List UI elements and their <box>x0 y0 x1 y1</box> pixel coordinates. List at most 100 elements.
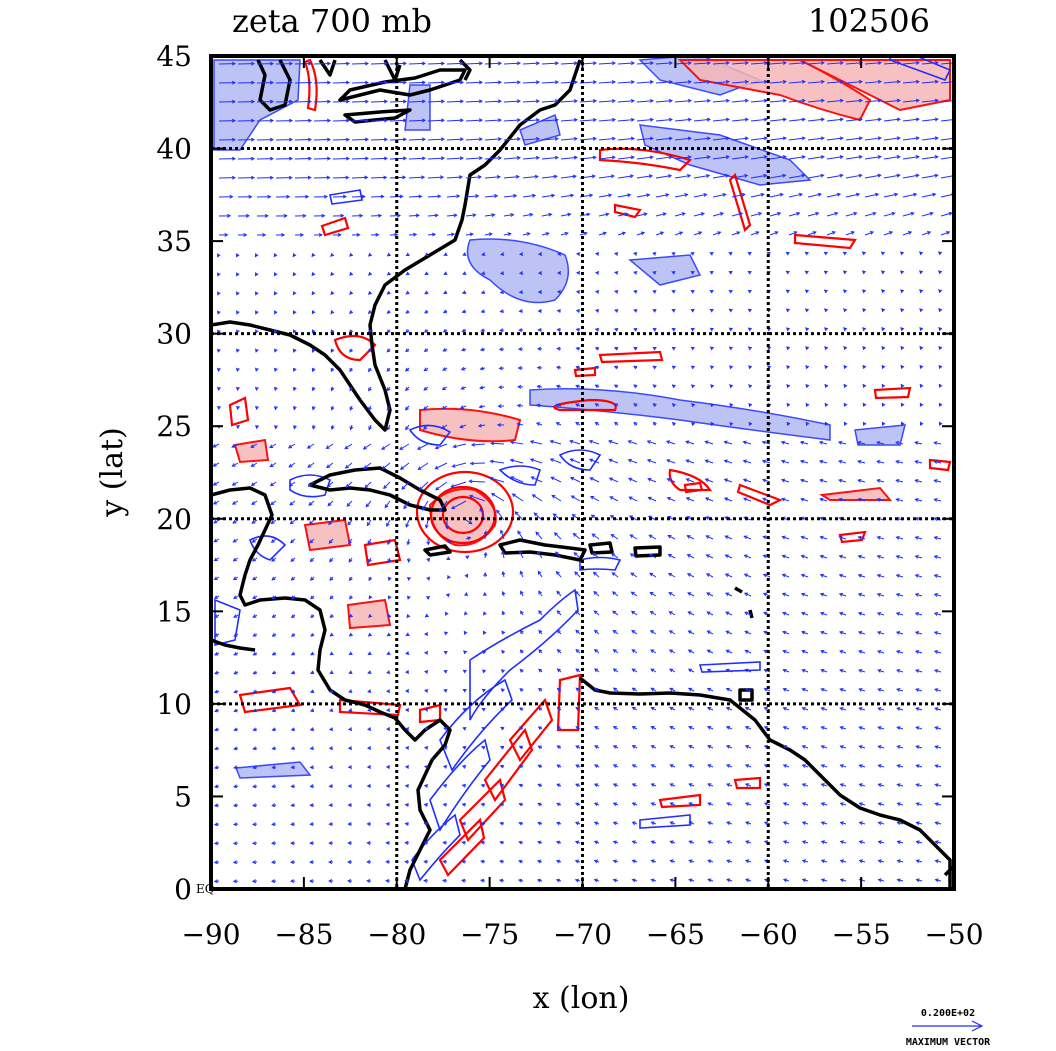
wind-vector <box>668 554 676 559</box>
wind-vector-head <box>782 821 788 825</box>
wind-vector-head <box>381 446 386 450</box>
wind-vector-head <box>571 514 576 518</box>
wind-vector-head <box>326 156 332 161</box>
wind-vector-head <box>323 194 329 199</box>
wind-vector-head <box>289 879 295 884</box>
wind-vector-head <box>919 289 924 294</box>
wind-vector-head <box>668 98 673 103</box>
wind-vector-head <box>742 459 747 464</box>
wind-vector <box>915 631 923 635</box>
wind-vector-head <box>669 859 674 864</box>
wind-vector <box>346 481 353 488</box>
wind-vector <box>921 137 938 141</box>
wind-vector-head <box>289 520 294 525</box>
wind-vector-head <box>575 764 580 768</box>
wind-vector-head <box>934 136 939 141</box>
wind-vector-head <box>346 502 351 507</box>
wind-vector-head <box>650 745 655 749</box>
wind-vector <box>465 195 479 198</box>
wind-vector-head <box>820 649 825 654</box>
wind-vector-head <box>497 61 503 66</box>
wind-vector <box>769 193 783 198</box>
wind-vector-head <box>668 155 673 160</box>
wind-vector-head <box>255 272 259 277</box>
wind-vector-head <box>914 441 919 445</box>
wind-vector-head <box>252 576 257 581</box>
wind-vector-head <box>423 406 428 411</box>
wind-vector-head <box>367 632 372 637</box>
wind-vector <box>560 62 578 65</box>
wind-vector-head <box>780 459 786 464</box>
wind-vector-head <box>406 614 411 619</box>
wind-vector-head <box>919 308 924 313</box>
wind-vector <box>446 157 464 160</box>
wind-vector-head <box>817 192 823 197</box>
wind-vector-head <box>459 61 465 66</box>
wind-vector <box>636 232 645 236</box>
wind-vector-head <box>729 402 734 407</box>
wind-vector-head <box>819 516 824 521</box>
wind-vector <box>781 460 790 464</box>
wind-vector <box>598 81 615 84</box>
wind-vector-head <box>633 346 638 351</box>
wind-vector-head <box>483 572 488 577</box>
wind-vector-head <box>782 725 787 730</box>
wind-vector-head <box>687 155 692 160</box>
wind-vector-head <box>501 649 506 654</box>
wind-vector <box>522 213 533 217</box>
wind-vector-head <box>478 137 484 142</box>
wind-vector-head <box>933 669 939 673</box>
wind-vector-head <box>480 878 485 883</box>
wind-vector-head <box>424 688 429 693</box>
wind-vector-head <box>461 764 467 769</box>
wind-vector-head <box>310 614 315 618</box>
wind-vector-head <box>590 495 595 500</box>
wind-vector-head <box>724 592 730 597</box>
wind-vector-head <box>726 859 731 864</box>
wind-vector <box>465 62 483 65</box>
wind-vector-head <box>914 650 920 654</box>
wind-vector-head <box>669 840 674 845</box>
wind-vector-head <box>364 118 370 123</box>
wind-vector-head <box>843 383 848 388</box>
wind-vector-head <box>500 707 505 712</box>
wind-vector-head <box>725 745 731 749</box>
wind-vector <box>347 519 353 526</box>
wind-vector-head <box>404 859 409 864</box>
wind-vector-head <box>364 484 369 489</box>
wind-vector-head <box>348 689 353 694</box>
wind-vector-head <box>612 745 617 749</box>
wind-vector-head <box>330 387 335 392</box>
wind-vector-head <box>823 308 828 313</box>
wind-vector-head <box>311 367 316 373</box>
wind-vector <box>725 573 733 578</box>
wind-vector <box>934 441 942 445</box>
wind-vector-head <box>633 270 638 275</box>
wind-vector-head <box>820 668 825 673</box>
wind-vector <box>685 440 695 445</box>
wind-vector-head <box>640 231 646 236</box>
wind-vector <box>609 496 619 502</box>
wind-vector-head <box>462 252 467 256</box>
wind-vector <box>469 495 486 502</box>
wind-vector-head <box>340 213 345 218</box>
wind-vector <box>212 443 220 448</box>
wind-vector-head <box>744 630 749 635</box>
wind-vector <box>674 175 691 179</box>
wind-vector-head <box>762 497 767 502</box>
wind-vector-head <box>707 745 712 749</box>
wind-vector-head <box>818 440 824 445</box>
wind-vector-head <box>404 802 409 807</box>
wind-vector-head <box>895 497 900 502</box>
wind-vector-head <box>709 290 714 294</box>
wind-vector <box>839 498 847 502</box>
wind-vector-head <box>858 764 863 768</box>
wind-vector-head <box>537 764 542 769</box>
wind-vector-head <box>650 821 655 826</box>
wind-vector <box>541 100 558 103</box>
wind-vector <box>782 612 790 616</box>
wind-vector-head <box>881 327 886 332</box>
wind-vector <box>465 214 476 217</box>
wind-vector-head <box>423 764 429 769</box>
wind-vector <box>593 591 600 597</box>
